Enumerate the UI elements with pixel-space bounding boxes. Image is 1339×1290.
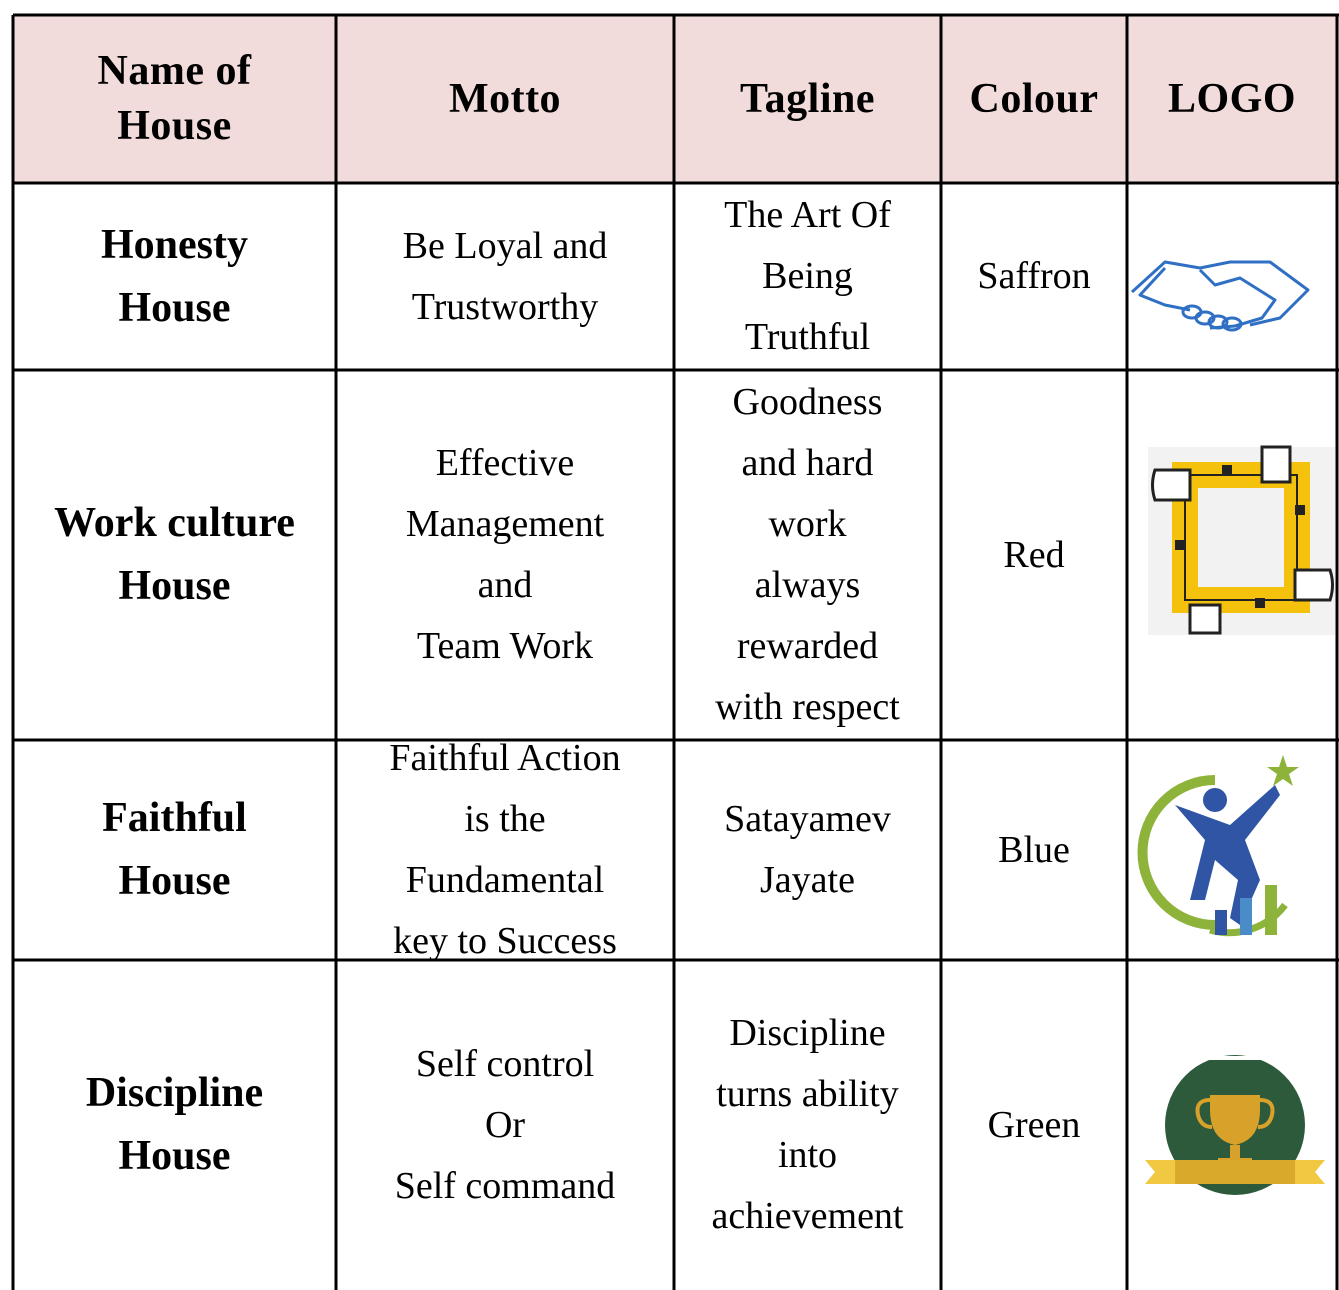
- house-name-cell: Faithful House: [13, 740, 336, 960]
- body-cell: Self control Or Self command: [336, 960, 674, 1290]
- cell-text-line: rewarded: [736, 625, 879, 667]
- body-cell: The Art Of Being Truthful: [674, 183, 941, 370]
- cell-text-line: Self command: [394, 1164, 616, 1207]
- cell-text-line: Jayate: [760, 859, 855, 901]
- cell-text-line: House: [118, 563, 231, 609]
- cell-text-line: LOGO: [1167, 75, 1297, 122]
- cell-text-line: always: [754, 564, 861, 606]
- cell-text-line: key to Success: [393, 920, 617, 962]
- cell-text-line: Faithful Action: [389, 737, 621, 779]
- body-cell: Goodness and hard work always rewarded with r…: [674, 370, 941, 740]
- body-cell: Effective Management and Team Work: [336, 370, 674, 740]
- cell-text-line: into: [777, 1134, 838, 1176]
- body-cell: Satayamev Jayate: [674, 740, 941, 960]
- handshake-logo: [1130, 260, 1310, 332]
- house-name-cell: Honesty House: [13, 183, 336, 370]
- cell-text-line: Goodness: [732, 381, 883, 423]
- cell-text-line: achievement: [711, 1195, 904, 1237]
- house-name-cell: Discipline House: [13, 960, 336, 1290]
- cell-text-line: Being: [762, 255, 853, 297]
- body-cell: Saffron: [941, 183, 1127, 370]
- achiever-logo: [1137, 755, 1299, 937]
- trophy-logo: [1145, 1055, 1325, 1195]
- body-cell: Green: [941, 960, 1127, 1290]
- cell-text-line: Discipline: [729, 1012, 886, 1054]
- body-cell: Blue: [941, 740, 1127, 960]
- cell-text-line: House: [118, 284, 231, 331]
- header-cell: LOGO: [1127, 15, 1337, 183]
- cell-text-line: Satayamev: [724, 798, 891, 840]
- cell-text-line: Name of: [97, 48, 252, 94]
- cell-text-line: Team Work: [416, 625, 594, 667]
- cell-text-line: House: [118, 1133, 231, 1179]
- grid-lines: [11, 13, 1339, 1290]
- cell-text-line: Truthful: [744, 316, 871, 358]
- cell-text-line: Management: [405, 503, 605, 545]
- cell-text-line: Green: [987, 1103, 1081, 1146]
- cell-text-line: Blue: [998, 828, 1070, 871]
- header-cell: Motto: [336, 15, 674, 183]
- teamwork-logo: [1148, 445, 1335, 635]
- cell-text-line: Saffron: [977, 255, 1091, 297]
- cell-text-line: Fundamental: [405, 859, 605, 901]
- cell-text-line: Colour: [969, 75, 1099, 122]
- cell-text-line: House: [117, 103, 232, 149]
- body-cell: Discipline turns ability into achievement: [674, 960, 941, 1290]
- cell-text-line: Red: [1003, 533, 1065, 576]
- cell-text-line: Tagline: [740, 75, 875, 122]
- header-background: [13, 15, 1339, 183]
- header-cell: Colour: [941, 15, 1127, 183]
- cell-text-line: turns ability: [716, 1073, 899, 1115]
- cell-text-line: Honesty: [101, 221, 248, 268]
- body-cell: Faithful Action is the Fundamental key to S…: [336, 737, 674, 962]
- house-name-cell: Work culture House: [13, 370, 336, 740]
- cell-text-line: Discipline: [85, 1070, 264, 1116]
- cell-text-line: Faithful: [102, 795, 247, 841]
- cell-text-line: Effective: [435, 442, 575, 484]
- cell-text-line: Self control: [415, 1042, 595, 1085]
- cell-text-line: The Art Of: [724, 194, 891, 236]
- body-cell: Be Loyal and Trustworthy: [336, 183, 674, 370]
- cell-text-line: Motto: [448, 75, 562, 122]
- cell-text-line: with respect: [715, 686, 900, 728]
- cell-text-line: and: [477, 564, 533, 606]
- cell-text-line: Trustworthy: [411, 285, 599, 328]
- header-cell: Name of House: [13, 15, 336, 183]
- cell-text-line: is the: [464, 798, 546, 840]
- cell-text-line: work: [768, 503, 847, 545]
- cell-text-line: House: [118, 858, 231, 904]
- cell-text-line: and hard: [741, 442, 874, 484]
- cell-text-line: Work culture: [54, 500, 295, 546]
- cell-text-line: Or: [484, 1103, 526, 1146]
- body-cell: Red: [941, 370, 1127, 740]
- header-cell: Tagline: [674, 15, 941, 183]
- cell-text-line: Be Loyal and: [402, 224, 608, 267]
